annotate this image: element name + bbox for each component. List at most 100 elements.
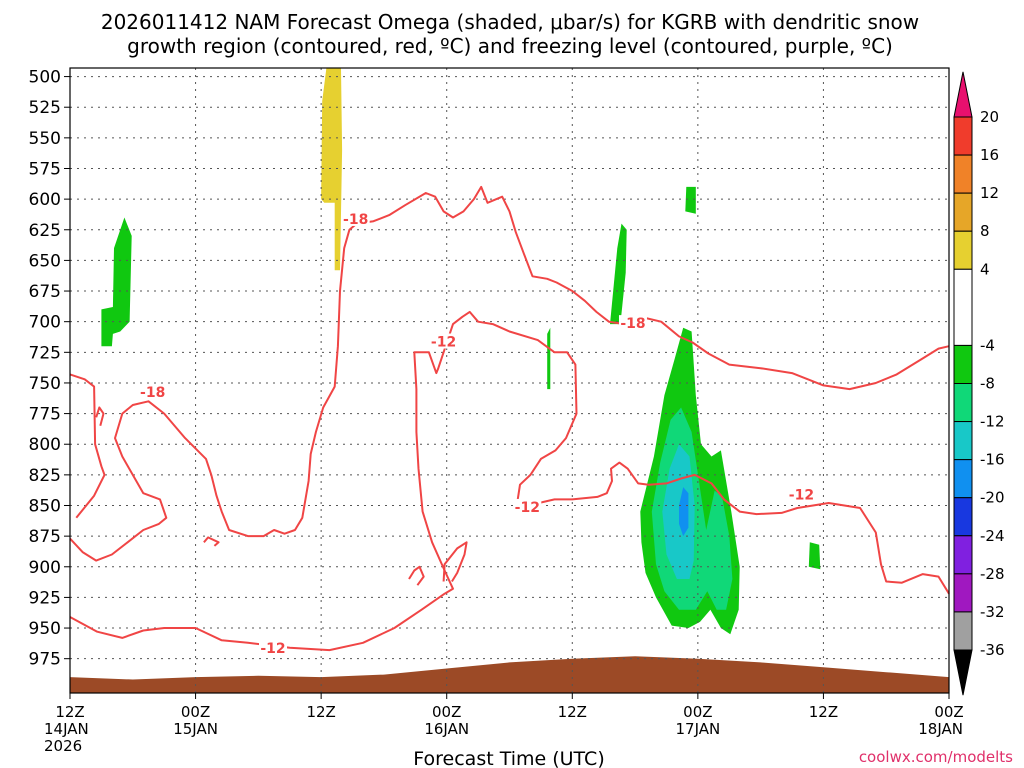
colorbar-bin-1	[953, 116, 973, 156]
colorbar-bin-3	[953, 192, 973, 232]
plot-grid	[70, 68, 949, 693]
dgz-contour-2	[69, 310, 578, 652]
x-tick-label-0-2: 14JAN	[44, 720, 89, 738]
omega-region-2	[547, 327, 551, 390]
x-tick-label-0-1: 12Z	[55, 703, 84, 721]
terrain-layer	[70, 656, 949, 693]
contour-label-bg-5	[787, 486, 816, 502]
y-tick-label-500: 500	[29, 68, 61, 88]
plot-frame	[69, 67, 950, 694]
x-tick-label-0-3: 2026	[44, 737, 82, 755]
colorbar-label-12: 12	[980, 184, 999, 202]
colorbar-bin-10	[953, 497, 973, 537]
y-tick-label-925: 925	[29, 588, 61, 608]
y-tick-label-875: 875	[29, 527, 61, 547]
contour-label-group: -18 -18 -12 -18 -12 -12 -12	[138, 210, 816, 657]
y-tick-label-775: 775	[29, 405, 61, 425]
y-tick-label-975: 975	[29, 650, 61, 670]
y-tick-label-800: 800	[29, 435, 61, 455]
dgz-contour-4	[408, 565, 425, 586]
y-tick-label-625: 625	[29, 221, 61, 241]
x-tick-label-7-1: 00Z	[934, 703, 963, 721]
x-tick-label-3-1: 00Z	[432, 703, 461, 721]
omega-region-4	[685, 186, 696, 214]
chart-title-line2: growth region (contoured, red, ºC) and f…	[127, 34, 893, 58]
x-tick-label-5-1: 00Z	[683, 703, 712, 721]
colorbar-label--36: -36	[980, 641, 1005, 659]
colorbar-bin-2	[953, 154, 973, 194]
dgz-contour-7	[95, 406, 105, 427]
contour-label-bg-1	[138, 383, 167, 399]
omega-region-1	[101, 217, 132, 347]
colorbar-label--24: -24	[980, 527, 1005, 545]
omega-region-5	[808, 542, 821, 570]
y-tick-label-525: 525	[29, 98, 61, 118]
colorbar-label--4: -4	[980, 336, 995, 354]
contour-label-2: -12	[431, 335, 456, 351]
dgz-contour-5	[442, 541, 468, 583]
contour-label-5: -12	[789, 488, 814, 504]
x-tick-label-7-2: 18JAN	[918, 720, 963, 738]
dgz-contours	[69, 185, 950, 652]
y-tick-label-700: 700	[29, 313, 61, 333]
colorbar-label--16: -16	[980, 451, 1005, 469]
y-tick-label-850: 850	[29, 497, 61, 517]
colorbar-bin-12	[953, 573, 973, 613]
y-tick-label-725: 725	[29, 343, 61, 363]
colorbar-label-4: 4	[980, 260, 990, 278]
contour-label-1: -18	[140, 385, 165, 401]
colorbar-bin-8	[953, 421, 973, 461]
x-tick-label-4-1: 12Z	[558, 703, 587, 721]
colorbar-bin-6	[953, 344, 973, 384]
colorbar-arrow-top	[953, 71, 973, 118]
omega-region-0	[321, 68, 343, 271]
colorbar-label--32: -32	[980, 603, 1005, 621]
colorbar-label-8: 8	[980, 222, 990, 240]
chart-title-line1: 2026011412 NAM Forecast Omega (shaded, μ…	[101, 10, 919, 34]
colorbar: 20 16 12 8 4 -4 -8 -12 -16 -20 -24 -28 -32 -36	[953, 71, 1005, 696]
colorbar-bin-9	[953, 459, 973, 499]
y-tick-label-650: 650	[29, 251, 61, 271]
terrain-surface	[70, 656, 949, 693]
colorbar-bin-4	[953, 230, 973, 270]
contour-label-bg-3	[618, 315, 647, 331]
colorbar-bin-11	[953, 535, 973, 575]
y-tick-label-900: 900	[29, 558, 61, 578]
credit-link[interactable]: coolwx.com/modelts	[859, 748, 1013, 766]
colorbar-bin-5	[953, 268, 973, 346]
omega-shading	[101, 68, 821, 635]
colorbar-bin-7	[953, 383, 973, 423]
colorbar-label--28: -28	[980, 565, 1005, 583]
dgz-contour-0	[69, 373, 106, 519]
contour-label-3: -18	[620, 316, 645, 332]
contour-label-4: -12	[515, 500, 540, 516]
x-tick-label-1-1: 00Z	[181, 703, 210, 721]
dgz-contour-3	[538, 461, 950, 595]
y-tick-label-825: 825	[29, 466, 61, 486]
y-tick-label-550: 550	[29, 129, 61, 149]
contour-label-bg-4	[513, 498, 542, 514]
y-tick-label-750: 750	[29, 374, 61, 394]
colorbar-label-20: 20	[980, 108, 999, 126]
colorbar-label-16: 16	[980, 146, 999, 164]
dgz-contour-6	[203, 536, 220, 547]
contour-label-bg-6	[259, 639, 288, 655]
y-axis-ticks: 500 525 550 575 600 625 650 675 700 725 750 775 800 8…	[29, 68, 70, 670]
x-tick-label-2-1: 12Z	[306, 703, 335, 721]
omega-region-3	[610, 223, 627, 325]
colorbar-label--20: -20	[980, 489, 1005, 507]
y-tick-label-950: 950	[29, 619, 61, 639]
colorbar-bin-13	[953, 611, 973, 651]
y-tick-label-600: 600	[29, 190, 61, 210]
x-tick-label-6-1: 12Z	[809, 703, 838, 721]
contour-label-6: -12	[260, 641, 285, 657]
colorbar-label--12: -12	[980, 413, 1005, 431]
omega-region-9	[679, 487, 689, 537]
colorbar-label--8: -8	[980, 375, 995, 393]
x-axis-title: Forecast Time (UTC)	[413, 748, 604, 768]
contour-label-0: -18	[343, 212, 368, 228]
y-tick-label-575: 575	[29, 159, 61, 179]
x-tick-label-5-2: 17JAN	[675, 720, 720, 738]
